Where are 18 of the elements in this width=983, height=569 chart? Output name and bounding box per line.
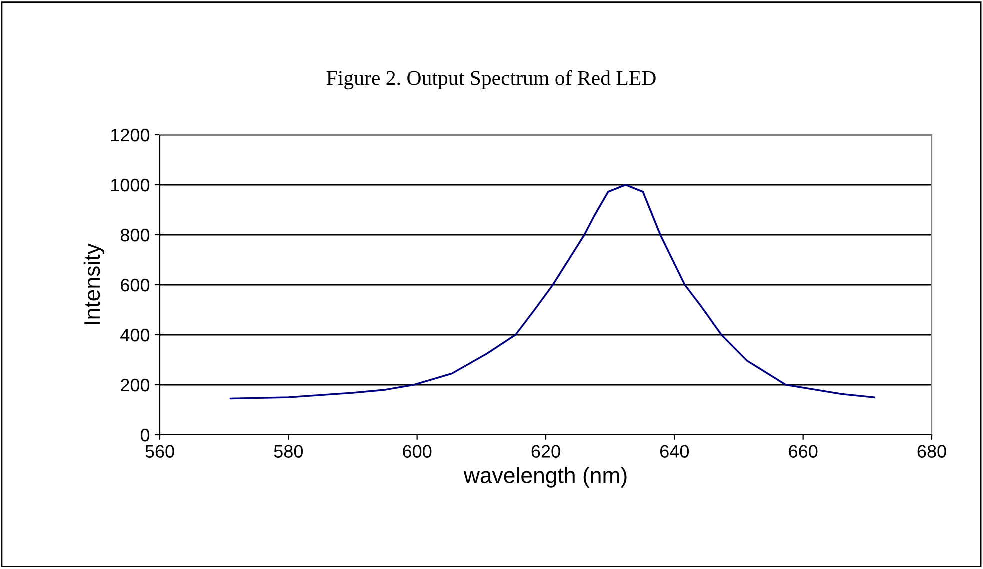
x-tick-label: 600	[403, 445, 432, 458]
x-tick-label: 620	[532, 445, 560, 458]
y-tick-label: 1000	[111, 178, 150, 192]
y-tick-label: 400	[120, 328, 150, 342]
x-tick-label: 580	[274, 445, 304, 458]
chart-title: Figure 2. Output Spectrum of Red LED	[326, 70, 656, 90]
x-tick-label: 560	[146, 445, 174, 458]
line-series	[230, 184, 876, 400]
y-tick-label: 800	[120, 228, 150, 242]
x-axis-title: wavelength (nm)	[464, 467, 627, 488]
y-axis-title: Intensity	[84, 244, 105, 324]
y-tick-label: 1200	[111, 128, 150, 142]
x-tick-label: 660	[789, 445, 818, 458]
y-tick-label: 0	[140, 428, 150, 442]
y-tick-label: 600	[121, 278, 150, 292]
x-tick-label: 680	[918, 445, 946, 458]
x-tick-label: 640	[660, 445, 690, 458]
y-tick-label: 200	[121, 378, 150, 392]
